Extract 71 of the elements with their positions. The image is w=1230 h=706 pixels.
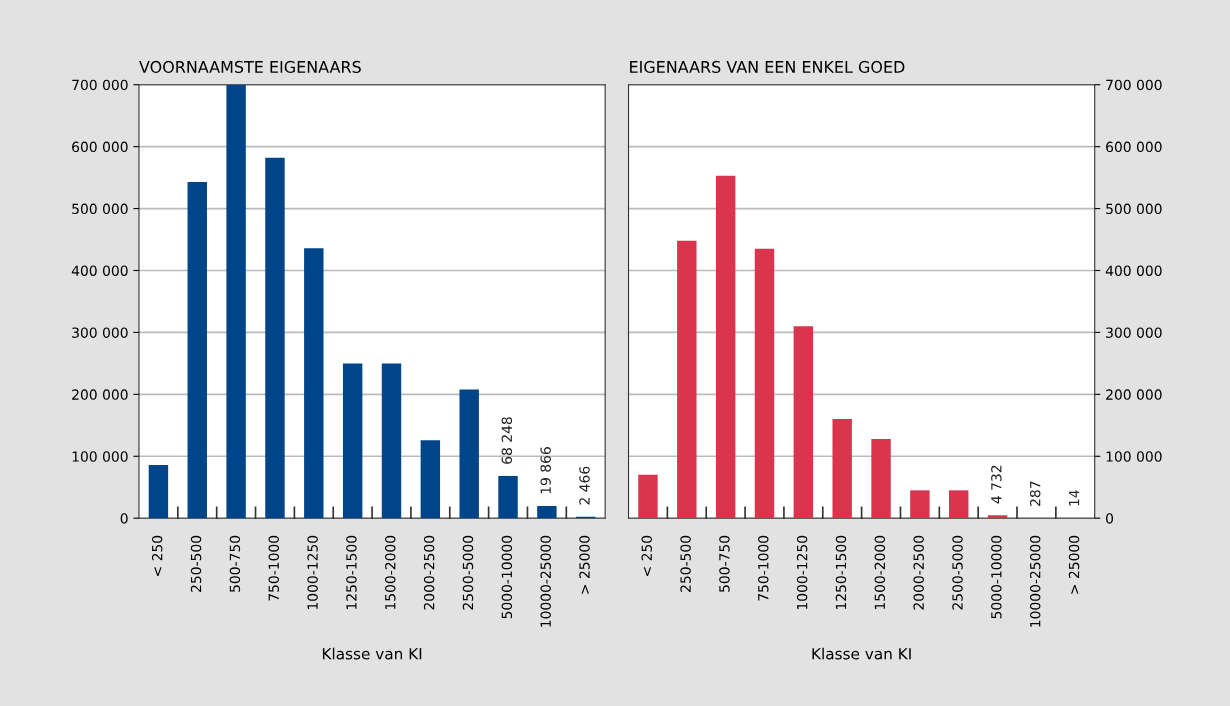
y2-tick-label: 200 000 [1106, 389, 1162, 400]
chart-title: EIGENAARS VAN EEN ENKEL GOED [630, 60, 905, 73]
x-tick-label: 10000-25000 [1029, 535, 1041, 627]
bar [715, 175, 736, 519]
bar [187, 181, 207, 519]
x-tick-label: 250-500 [680, 535, 691, 592]
data-label: 2 466 [579, 466, 590, 505]
bar [754, 248, 775, 519]
x-tick-label: 1500-2000 [385, 535, 396, 610]
bar [304, 248, 324, 519]
x-tick-label: 2000-2500 [913, 535, 924, 610]
bar [871, 438, 891, 519]
x-tick-label: 1250-1500 [346, 535, 357, 610]
chart-title: VOORNAAMSTE EIGENAARS [139, 60, 361, 73]
y-tick-label: 500 000 [72, 203, 128, 215]
x-tick-label: 750-1000 [758, 535, 769, 601]
y2-tick-label: 400 000 [1105, 265, 1162, 276]
y2-tick-label: 600 000 [1106, 141, 1162, 153]
y2-tick-label: 500 000 [1106, 203, 1162, 215]
x-tick-label: 1250-1500 [835, 535, 847, 610]
bar [459, 389, 479, 519]
data-label: 287 [1029, 481, 1041, 506]
bar [638, 474, 658, 519]
bar [910, 490, 930, 519]
x-tick-label: 5000-10000 [991, 535, 1002, 619]
x-tick-label: < 250 [641, 535, 652, 576]
y-tick-label: 0 [120, 513, 128, 524]
data-label: 68 248 [501, 417, 513, 464]
x-tick-label: < 250 [151, 535, 163, 576]
bar [793, 326, 814, 519]
x-tick-label: 1000-1250 [796, 535, 808, 610]
y2-tick-label: 100 000 [1106, 451, 1162, 462]
x-tick-label: 1000-1250 [307, 535, 318, 610]
y-tick-label: 300 000 [72, 327, 128, 338]
bar [677, 240, 697, 519]
x-tick-label: 2500-5000 [462, 535, 474, 610]
x-tick-label: 1500-2000 [874, 535, 886, 610]
x-tick-label: 500-750 [229, 535, 241, 592]
y-tick-label: 100 000 [72, 451, 128, 462]
bar [949, 490, 969, 519]
y-tick-label: 600 000 [72, 141, 128, 153]
x-tick-label: 2000-2500 [423, 535, 435, 610]
y2-tick-label: 0 [1106, 513, 1114, 524]
bar [381, 363, 402, 519]
bar [987, 515, 1008, 519]
x-tick-label: 10000-25000 [540, 535, 551, 627]
bar [226, 84, 246, 519]
x-tick-label: > 25000 [1068, 535, 1080, 594]
x-tick-label: 750-1000 [268, 535, 279, 601]
x-axis-title: Klasse van KI [322, 647, 422, 660]
bar [342, 363, 363, 519]
y-tick-label: 400 000 [71, 265, 128, 276]
y2-tick-label: 700 000 [1106, 79, 1162, 91]
data-label: 19 866 [540, 447, 551, 494]
y-tick-label: 700 000 [72, 79, 128, 91]
y2-tick-label: 300 000 [1106, 327, 1162, 338]
x-tick-label: 250-500 [190, 535, 202, 592]
x-tick-label: 500-750 [719, 535, 730, 592]
bar [537, 505, 557, 519]
y-tick-label: 200 000 [72, 389, 128, 400]
bar [265, 157, 285, 519]
bar [832, 419, 852, 519]
x-tick-label: 5000-10000 [501, 535, 513, 619]
x-tick-label: 2500-5000 [952, 535, 963, 610]
data-label: 14 [1068, 490, 1080, 506]
data-label: 4 732 [991, 465, 1002, 504]
x-axis-title: Klasse van KI [812, 647, 911, 660]
bar [420, 440, 441, 519]
bar [148, 464, 169, 519]
x-tick-label: > 25000 [579, 535, 590, 594]
bar [498, 475, 518, 519]
